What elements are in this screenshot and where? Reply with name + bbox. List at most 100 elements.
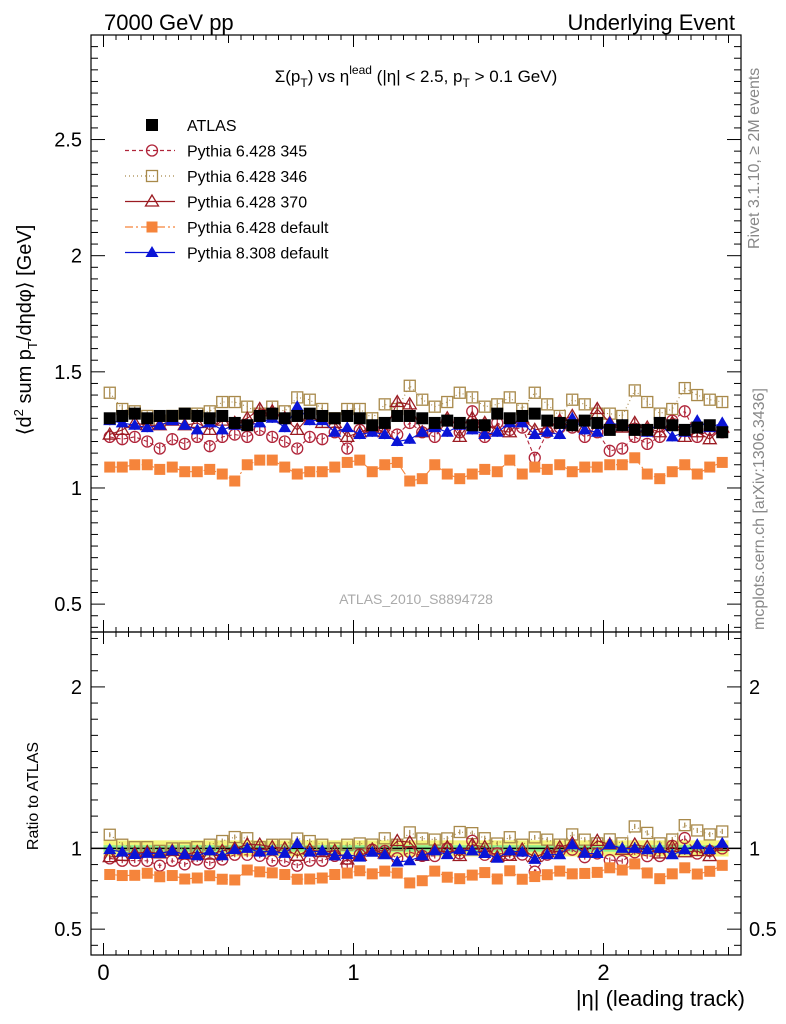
data-point — [203, 412, 216, 425]
data-point — [340, 421, 354, 433]
ratio-data-point — [528, 852, 542, 864]
ratio-data-point — [378, 848, 392, 860]
data-point — [116, 409, 129, 422]
rivet-label: Rivet 3.1.10, ≥ 2M events — [746, 68, 763, 249]
data-point — [691, 468, 703, 480]
legend-label: Pythia 6.428 370 — [187, 195, 307, 212]
ratio-data-point — [453, 825, 466, 839]
ratio-data-point — [140, 846, 154, 858]
data-point — [402, 396, 418, 410]
ratio-data-point — [240, 841, 254, 853]
legend: ATLAS Pythia 6.428 345 Pythia 6.428 346 Pyt… — [125, 118, 329, 263]
ratio-data-point — [504, 865, 516, 877]
data-point — [141, 459, 153, 471]
data-point — [178, 437, 191, 450]
data-point — [441, 395, 454, 409]
data-point — [528, 407, 541, 420]
ratio-data-point — [703, 843, 717, 855]
ratio-data-point — [215, 849, 229, 861]
data-point — [616, 442, 629, 455]
ratio-data-point — [153, 846, 167, 858]
data-point — [641, 423, 654, 436]
ratio-data-point — [578, 846, 592, 858]
legend-marker — [145, 144, 159, 157]
ratio-data-point — [403, 826, 416, 839]
series-line — [109, 384, 723, 422]
data-point — [341, 409, 354, 422]
ratio-data-point — [403, 854, 417, 866]
ratio-series-line — [109, 837, 723, 873]
ratio-data-point — [691, 824, 704, 837]
ratio-data-point — [666, 868, 678, 880]
data-point — [491, 466, 503, 478]
data-point — [616, 419, 629, 432]
data-point — [289, 422, 305, 436]
ratio-data-point — [390, 855, 404, 867]
data-point — [366, 466, 378, 478]
data-point — [203, 440, 216, 453]
ratio-data-point — [678, 819, 691, 832]
data-point — [403, 409, 416, 422]
data-point — [453, 416, 466, 429]
axis-ticks — [91, 35, 741, 955]
data-point — [453, 386, 466, 399]
legend-marker — [145, 246, 159, 257]
data-point — [628, 423, 641, 436]
ratio-data-point — [104, 868, 116, 880]
data-point — [241, 459, 253, 471]
data-point — [391, 456, 403, 468]
ratio-data-point — [553, 848, 567, 860]
series-line — [109, 457, 723, 482]
y-tick-label: 2 — [71, 246, 82, 268]
data-point — [528, 386, 541, 399]
ratio-data-point — [541, 869, 553, 881]
data-point — [503, 391, 516, 404]
data-point — [179, 466, 191, 478]
data-point — [678, 423, 691, 436]
data-point — [704, 461, 716, 473]
data-point — [540, 425, 554, 437]
ratio-data-point — [103, 843, 117, 855]
data-point — [578, 414, 591, 427]
data-point — [703, 393, 716, 406]
data-point — [216, 395, 229, 409]
ratio-data-point — [616, 864, 628, 876]
data-point — [378, 428, 392, 440]
data-point — [641, 468, 653, 480]
ratio-data-point — [415, 849, 429, 861]
ratio-panel-frame — [90, 631, 742, 956]
ratio-data-point — [154, 871, 166, 883]
ratio-data-point — [165, 844, 179, 856]
ratio-data-point — [379, 865, 391, 877]
data-point — [316, 409, 329, 422]
data-point — [366, 419, 379, 432]
ratio-y-tick-label: 0.5 — [54, 919, 82, 941]
ratio-data-point — [479, 867, 491, 879]
data-point — [652, 424, 668, 438]
data-point — [178, 407, 191, 420]
data-point — [328, 425, 342, 437]
data-point — [278, 421, 292, 433]
data-point — [191, 466, 203, 478]
main-panel-marks — [102, 379, 730, 487]
y-tick-label: 1.5 — [54, 362, 82, 384]
ratio-data-point — [478, 832, 491, 845]
data-point — [303, 407, 316, 420]
legend-label: Pythia 6.428 default — [187, 220, 329, 237]
data-point — [153, 442, 166, 455]
legend-label: ATLAS — [187, 118, 237, 135]
ratio-data-point — [628, 820, 641, 833]
data-point — [166, 433, 179, 446]
data-point — [353, 412, 366, 425]
y-tick-label: 1 — [71, 478, 82, 500]
data-point — [466, 419, 479, 432]
data-point — [566, 393, 579, 406]
data-point — [266, 454, 278, 466]
data-point — [490, 425, 504, 437]
ratio-data-point — [641, 826, 654, 840]
ratio-data-point — [303, 845, 317, 857]
data-point — [404, 475, 416, 487]
ratio-data-point — [254, 866, 266, 878]
data-point — [204, 463, 216, 475]
ratio-y-tick-label-right: 0.5 — [749, 919, 777, 941]
